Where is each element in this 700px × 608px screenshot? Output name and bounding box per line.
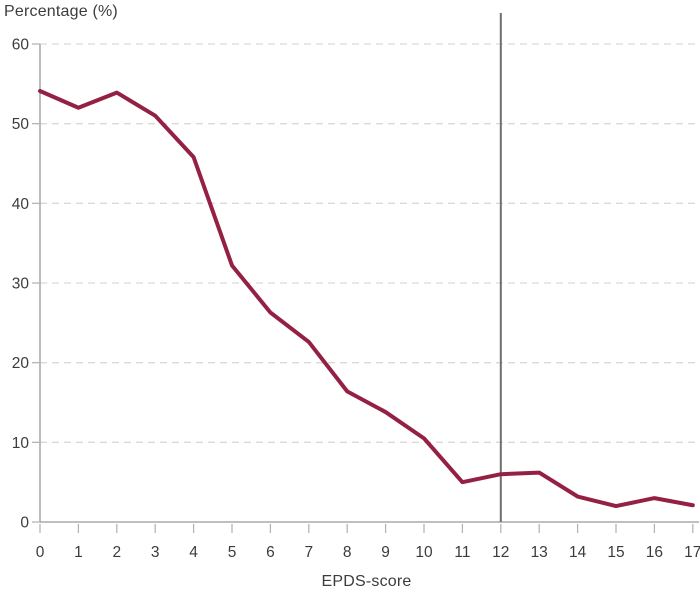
x-tick-label: 6: [266, 544, 275, 561]
x-tick-label: 3: [151, 544, 160, 561]
x-axis-title: EPDS-score: [321, 573, 412, 590]
y-tick-label: 60: [12, 37, 30, 54]
x-tick-label: 5: [228, 544, 237, 561]
y-tick-label: 30: [12, 276, 30, 293]
x-tick-label: 9: [381, 544, 390, 561]
x-tick-label: 2: [112, 544, 121, 561]
x-tick-label: 17: [684, 544, 700, 561]
y-tick-label: 50: [12, 116, 30, 133]
x-tick-label: 1: [74, 544, 83, 561]
x-tick-label: 14: [569, 544, 587, 561]
y-tick-label: 40: [12, 196, 30, 213]
y-tick-label: 0: [20, 515, 29, 532]
x-tick-label: 4: [189, 544, 198, 561]
x-tick-label: 7: [304, 544, 313, 561]
x-tick-label: 10: [415, 544, 433, 561]
x-tick-label: 16: [646, 544, 663, 561]
x-tick-label: 8: [343, 544, 352, 561]
x-tick-label: 11: [454, 544, 470, 561]
y-tick-label: 20: [12, 355, 30, 372]
x-tick-label: 13: [531, 544, 548, 561]
data-line: [38, 89, 695, 509]
x-tick-label: 0: [36, 544, 45, 561]
x-tick-label: 12: [492, 544, 509, 561]
y-axis-title: Percentage (%): [4, 3, 118, 20]
y-tick-label: 10: [12, 435, 30, 452]
x-tick-label: 15: [607, 544, 624, 561]
